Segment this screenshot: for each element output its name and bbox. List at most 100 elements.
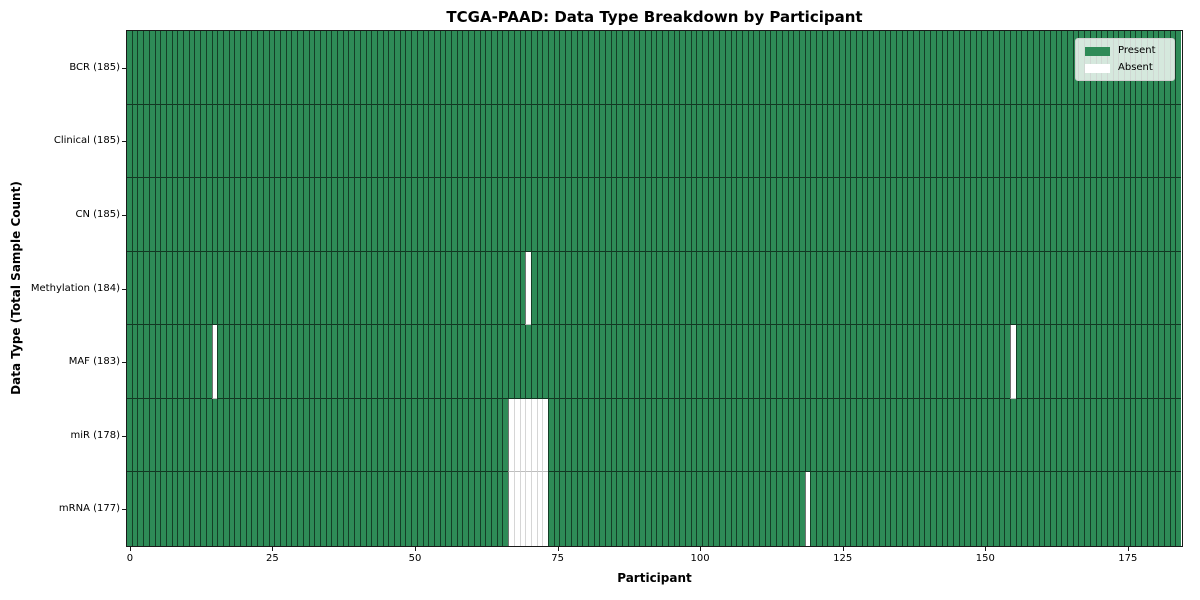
heatmap-cell <box>422 398 429 473</box>
heatmap-cell <box>941 472 948 547</box>
heatmap-cell <box>656 325 663 399</box>
heatmap-cell <box>1021 251 1028 326</box>
heatmap-cell <box>542 472 549 547</box>
heatmap-cell <box>702 325 708 399</box>
heatmap-cell <box>804 178 811 252</box>
heatmap-cell <box>217 178 223 252</box>
heatmap-cell <box>559 104 566 179</box>
heatmap-cell <box>998 104 1005 179</box>
heatmap-cell <box>211 31 218 105</box>
heatmap-cell <box>913 31 919 105</box>
heatmap-cell <box>548 398 554 473</box>
heatmap-cell <box>1101 251 1107 326</box>
heatmap-cell <box>1015 398 1022 473</box>
heatmap-cell <box>274 251 280 326</box>
heatmap-cell <box>468 104 474 179</box>
heatmap-cell <box>519 398 526 473</box>
heatmap-cell <box>582 251 588 326</box>
heatmap-cell <box>856 104 862 179</box>
heatmap-cell <box>416 104 423 179</box>
heatmap-cell <box>639 31 645 105</box>
heatmap-cell <box>1112 325 1119 399</box>
heatmap-cell <box>724 104 731 179</box>
heatmap-cell <box>736 325 742 399</box>
heatmap-cell <box>188 178 195 252</box>
heatmap-cell <box>873 251 879 326</box>
heatmap-cell <box>1009 251 1016 326</box>
heatmap-cell <box>787 31 794 105</box>
heatmap-cell <box>468 398 474 473</box>
heatmap-cell <box>548 31 554 105</box>
heatmap-cell <box>639 325 645 399</box>
heatmap-cell <box>382 251 389 326</box>
heatmap-cell <box>924 178 931 252</box>
heatmap-cell <box>205 104 212 179</box>
heatmap-cell <box>1061 31 1068 105</box>
heatmap-cell <box>616 104 623 179</box>
heatmap-cell <box>200 251 206 326</box>
heatmap-cell <box>1015 251 1022 326</box>
heatmap-cell <box>1044 398 1050 473</box>
heatmap-cell <box>183 398 189 473</box>
heatmap-cell <box>1055 398 1062 473</box>
heatmap-cell <box>1106 251 1113 326</box>
heatmap-cell <box>1089 472 1096 547</box>
heatmap-cell <box>1061 398 1068 473</box>
heatmap-cell <box>1084 472 1090 547</box>
heatmap-cell <box>844 104 851 179</box>
heatmap-cell <box>730 472 737 547</box>
heatmap-cell <box>576 251 583 326</box>
heatmap-cell <box>439 325 446 399</box>
heatmap-cell <box>924 31 931 105</box>
heatmap-cell <box>719 251 725 326</box>
heatmap-cell <box>188 251 195 326</box>
heatmap-cell <box>873 31 879 105</box>
heatmap-cell <box>445 31 452 105</box>
heatmap-cell <box>553 104 560 179</box>
heatmap-cell <box>781 178 788 252</box>
heatmap-cell <box>456 251 463 326</box>
x-tick-label: 75 <box>551 553 564 564</box>
heatmap-cell <box>816 251 822 326</box>
heatmap-cell <box>633 251 640 326</box>
heatmap-cell <box>308 104 315 179</box>
heatmap-cell <box>200 178 206 252</box>
heatmap-cell <box>964 325 971 399</box>
heatmap-cell <box>137 251 144 326</box>
heatmap-cell <box>901 31 908 105</box>
heatmap-cell <box>736 104 742 179</box>
heatmap-cell <box>479 178 486 252</box>
heatmap-cell <box>542 325 549 399</box>
heatmap-cell <box>183 472 189 547</box>
heatmap-cell <box>644 31 651 105</box>
heatmap-cell <box>673 31 680 105</box>
heatmap-cell <box>878 325 885 399</box>
heatmap-cell <box>730 251 737 326</box>
heatmap-cell <box>257 31 263 105</box>
heatmap-cell <box>798 104 805 179</box>
heatmap-cell <box>1067 472 1073 547</box>
heatmap-cell <box>838 325 845 399</box>
heatmap-cell <box>964 178 971 252</box>
heatmap-cell <box>314 325 320 399</box>
heatmap-cell <box>314 178 320 252</box>
heatmap-cell <box>394 398 400 473</box>
heatmap-cell <box>451 31 457 105</box>
heatmap-cell <box>211 104 218 179</box>
heatmap-cell <box>1095 472 1102 547</box>
heatmap-cell <box>958 251 965 326</box>
heatmap-cell <box>211 398 218 473</box>
heatmap-cell <box>508 104 514 179</box>
heatmap-cell <box>445 251 452 326</box>
heatmap-cell <box>194 398 201 473</box>
heatmap-cell <box>148 178 155 252</box>
heatmap-cell <box>502 178 509 252</box>
heatmap-cell <box>1061 178 1068 252</box>
heatmap-cell <box>833 104 839 179</box>
heatmap-cell <box>1061 251 1068 326</box>
heatmap-cell <box>975 325 982 399</box>
heatmap-cell <box>821 104 828 179</box>
heatmap-cell <box>1072 104 1079 179</box>
heatmap-cell <box>342 251 349 326</box>
heatmap-cell <box>508 31 514 105</box>
